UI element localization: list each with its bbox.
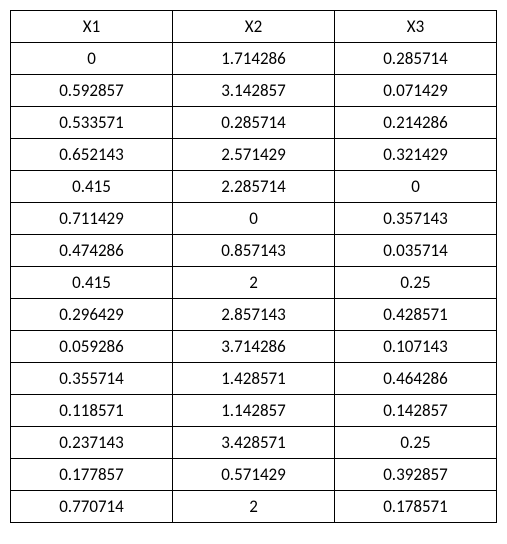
table-cell: 0.107143 (335, 331, 497, 363)
table-cell: 0.357143 (335, 203, 497, 235)
column-header: X2 (173, 11, 335, 43)
table-row: 0.770714 2 0.178571 (11, 491, 497, 523)
table-cell: 2.857143 (173, 299, 335, 331)
table-cell: 0.464286 (335, 363, 497, 395)
table-row: 0.711429 0 0.357143 (11, 203, 497, 235)
table-cell: 1.428571 (173, 363, 335, 395)
table-cell: 0.321429 (335, 139, 497, 171)
table-cell: 0.474286 (11, 235, 173, 267)
table-cell: 0.571429 (173, 459, 335, 491)
table-row: 0.533571 0.285714 0.214286 (11, 107, 497, 139)
table-cell: 0.285714 (335, 43, 497, 75)
table-cell: 1.714286 (173, 43, 335, 75)
table-row: 0.415 2.285714 0 (11, 171, 497, 203)
table-cell: 0.059286 (11, 331, 173, 363)
table-cell: 0 (335, 171, 497, 203)
table-row: 0.652143 2.571429 0.321429 (11, 139, 497, 171)
column-header: X3 (335, 11, 497, 43)
table-cell: 3.142857 (173, 75, 335, 107)
table-cell: 0.285714 (173, 107, 335, 139)
table-row: 0.415 2 0.25 (11, 267, 497, 299)
table-cell: 2 (173, 491, 335, 523)
table-row: 0.592857 3.142857 0.071429 (11, 75, 497, 107)
table-row: 0 1.714286 0.285714 (11, 43, 497, 75)
table-row: 0.474286 0.857143 0.035714 (11, 235, 497, 267)
table-cell: 0.296429 (11, 299, 173, 331)
table-cell: 0.428571 (335, 299, 497, 331)
table-cell: 0.711429 (11, 203, 173, 235)
table-cell: 0.652143 (11, 139, 173, 171)
table-cell: 0.071429 (335, 75, 497, 107)
table-cell: 3.714286 (173, 331, 335, 363)
table-cell: 0.770714 (11, 491, 173, 523)
table-row: 0.296429 2.857143 0.428571 (11, 299, 497, 331)
table-cell: 0.857143 (173, 235, 335, 267)
table-cell: 0.237143 (11, 427, 173, 459)
table-row: 0.059286 3.714286 0.107143 (11, 331, 497, 363)
table-cell: 0.592857 (11, 75, 173, 107)
table-cell: 0 (173, 203, 335, 235)
table-cell: 0.035714 (335, 235, 497, 267)
table-cell: 0.355714 (11, 363, 173, 395)
table-cell: 2 (173, 267, 335, 299)
table-row: 0.177857 0.571429 0.392857 (11, 459, 497, 491)
table-cell: 0 (11, 43, 173, 75)
table-cell: 2.285714 (173, 171, 335, 203)
table-body: 0 1.714286 0.285714 0.592857 3.142857 0.… (11, 43, 497, 523)
table-cell: 0.178571 (335, 491, 497, 523)
table-cell: 1.142857 (173, 395, 335, 427)
table-cell: 0.25 (335, 427, 497, 459)
table-cell: 0.142857 (335, 395, 497, 427)
table-cell: 0.118571 (11, 395, 173, 427)
table-cell: 0.415 (11, 171, 173, 203)
table-cell: 0.533571 (11, 107, 173, 139)
table-cell: 0.25 (335, 267, 497, 299)
table-cell: 0.214286 (335, 107, 497, 139)
data-table: X1 X2 X3 0 1.714286 0.285714 0.592857 3.… (10, 10, 497, 523)
table-cell: 3.428571 (173, 427, 335, 459)
column-header: X1 (11, 11, 173, 43)
table-cell: 0.177857 (11, 459, 173, 491)
table-row: 0.355714 1.428571 0.464286 (11, 363, 497, 395)
table-row: 0.118571 1.142857 0.142857 (11, 395, 497, 427)
table-cell: 0.415 (11, 267, 173, 299)
table-cell: 0.392857 (335, 459, 497, 491)
table-header-row: X1 X2 X3 (11, 11, 497, 43)
table-row: 0.237143 3.428571 0.25 (11, 427, 497, 459)
table-cell: 2.571429 (173, 139, 335, 171)
